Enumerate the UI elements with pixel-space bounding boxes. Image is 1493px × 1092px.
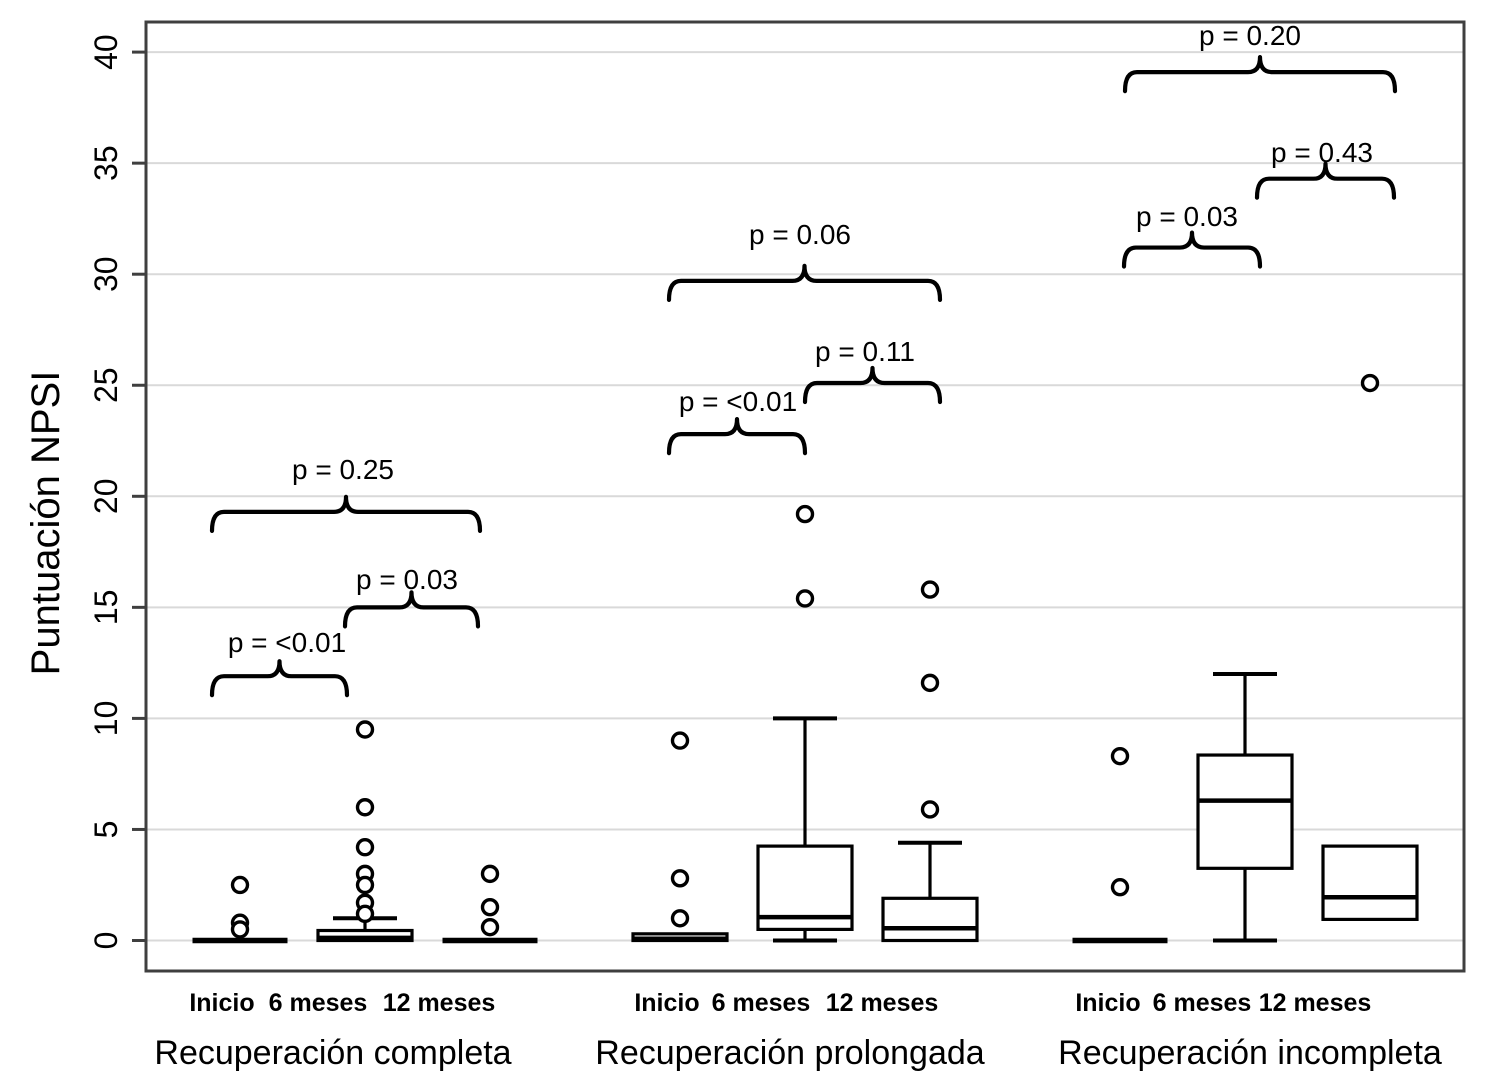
outlier-point [480, 897, 500, 917]
outlier-point [670, 869, 690, 888]
significance-bracket [802, 365, 943, 405]
outlier-point [920, 580, 940, 599]
significance-bracket [1122, 54, 1398, 94]
group-title: Recuperación completa [154, 1034, 511, 1072]
x-tick-label: Inicio [634, 989, 699, 1017]
y-axis-title: Puntuación NPSI [24, 371, 68, 676]
y-axis-tick-label: 15 [88, 590, 124, 626]
outlier-point [670, 731, 690, 750]
outlier-point [355, 838, 375, 857]
group-title: Recuperación incompleta [1058, 1034, 1442, 1072]
outlier-point [355, 798, 375, 817]
significance-bracket [209, 659, 350, 698]
outlier-point [920, 800, 940, 819]
outlier-point [480, 917, 500, 937]
p-value-label: p = 0.06 [749, 219, 851, 250]
y-axis-tick-label: 30 [88, 256, 124, 292]
y-axis-tick-label: 10 [88, 701, 124, 737]
p-value-label: p = <0.01 [228, 627, 346, 658]
outlier-point [1110, 746, 1130, 766]
significance-bracket [666, 263, 943, 302]
outlier-point [670, 909, 690, 928]
p-value-label: p = 0.25 [292, 454, 394, 485]
group-title: Recuperación prolongada [595, 1034, 984, 1072]
outlier-point [1360, 373, 1380, 393]
brackets-layer: p = <0.01 p = 0.03 p = 0.25 p = <0.01 p = 0.… [209, 20, 1398, 698]
box [881, 896, 979, 943]
outlier-point [795, 504, 815, 524]
boxes-layer [192, 373, 1419, 944]
x-tick-label: 12 meses [1259, 989, 1372, 1017]
outlier-point [920, 673, 940, 693]
outlier-point [230, 920, 250, 939]
outlier-point [1110, 877, 1130, 897]
y-axis-tick-label: 25 [88, 367, 124, 403]
p-value-label: p = <0.01 [679, 386, 797, 417]
y-axis-tick-label: 5 [88, 821, 124, 839]
y-axis-tick-label: 35 [88, 145, 124, 181]
x-tick-label: 6 meses [712, 989, 811, 1017]
box [1196, 753, 1294, 870]
x-tick-label: 12 meses [383, 989, 496, 1017]
x-tick-label: 6 meses [1153, 989, 1252, 1017]
y-axis-layer: 0 5 10 15 20 25 30 35 40 Puntuación NPSI [24, 34, 146, 949]
p-value-label: p = 0.43 [1271, 137, 1373, 168]
x-tick-label: 6 meses [269, 989, 368, 1017]
p-value-label: p = 0.03 [1136, 201, 1238, 232]
significance-bracket [1254, 161, 1397, 200]
p-value-label: p = 0.03 [356, 564, 458, 595]
box [1321, 844, 1419, 922]
outlier-point [795, 589, 815, 608]
outlier-point [355, 720, 375, 739]
outlier-point [355, 875, 375, 895]
y-axis-tick-label: 0 [88, 932, 124, 950]
y-axis-tick-label: 40 [88, 34, 124, 70]
significance-bracket [209, 494, 483, 533]
significance-bracket [1121, 230, 1263, 269]
outlier-point [230, 875, 250, 895]
significance-bracket [342, 590, 481, 629]
significance-bracket [666, 417, 808, 456]
x-tick-label: Inicio [189, 989, 254, 1017]
outlier-point [480, 864, 500, 884]
y-axis-tick-label: 20 [88, 479, 124, 515]
outlier-point [355, 904, 375, 924]
p-value-label: p = 0.20 [1199, 20, 1301, 51]
box [316, 928, 414, 943]
x-tick-label: 12 meses [826, 989, 939, 1017]
p-value-label: p = 0.11 [815, 336, 915, 367]
x-tick-label: Inicio [1075, 989, 1140, 1017]
